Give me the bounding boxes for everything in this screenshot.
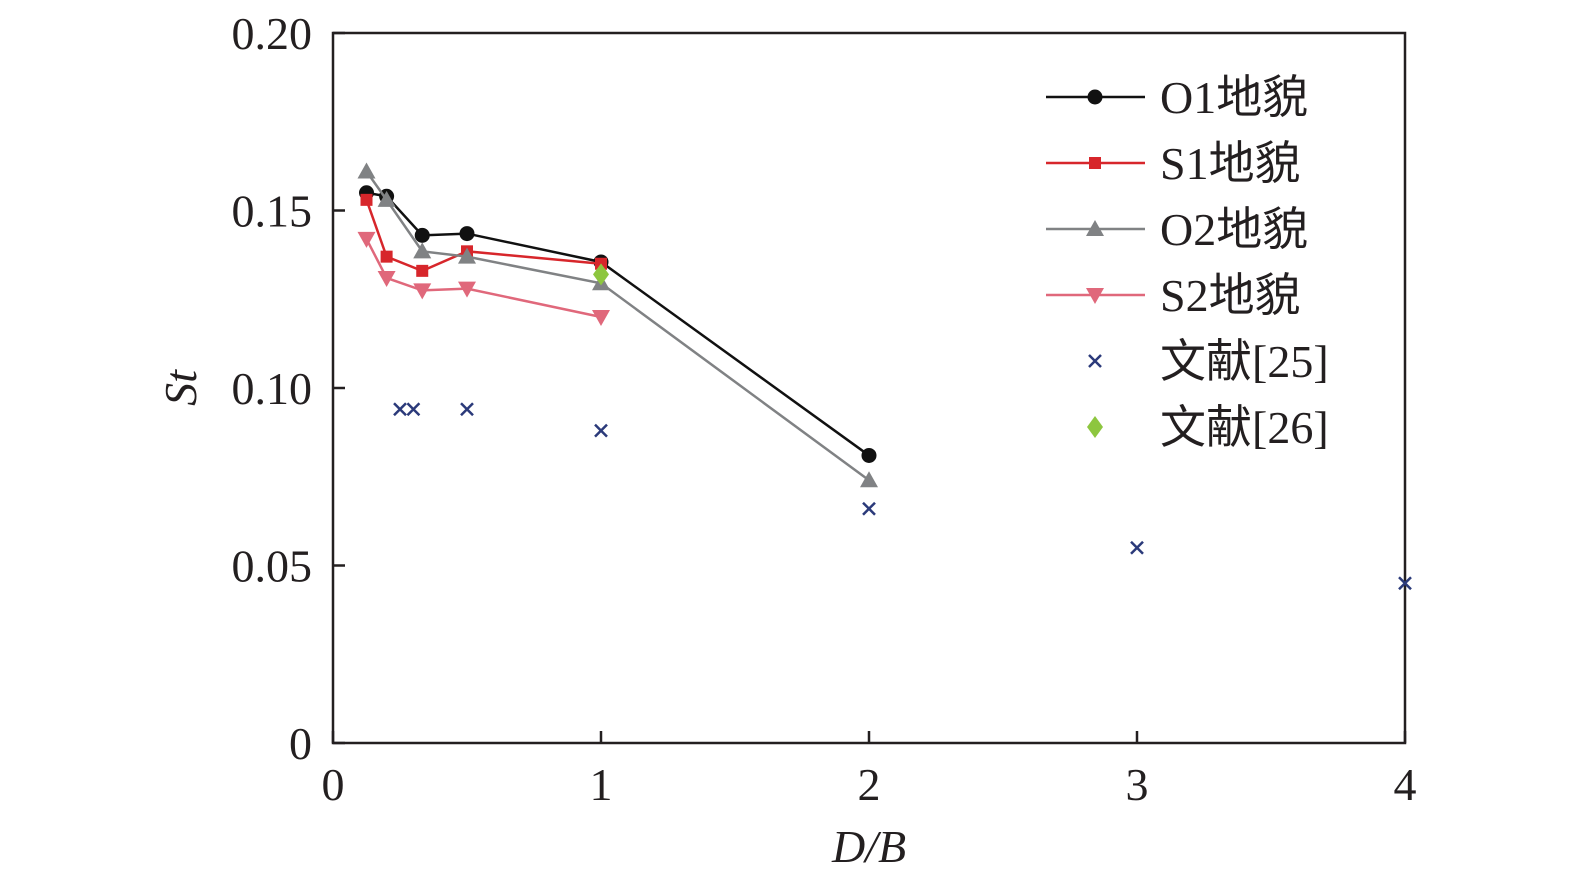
data-point: [1130, 540, 1144, 555]
x-axis-title: D/B: [831, 821, 906, 872]
legend-marker: [1087, 416, 1103, 438]
data-point: [594, 423, 608, 438]
series-6: [593, 263, 609, 286]
data-point: [460, 402, 474, 417]
legend-label: S2地貌: [1160, 270, 1301, 321]
series-layer: [357, 162, 1412, 591]
data-point: [377, 270, 396, 287]
legend-label: 文献[25]: [1160, 336, 1329, 387]
data-point: [413, 242, 432, 259]
series-3: [357, 162, 878, 488]
data-point: [458, 281, 476, 298]
data-point: [416, 264, 429, 277]
y-axis-title: St: [155, 369, 206, 406]
data-point: [413, 283, 432, 300]
legend-label: 文献[26]: [1160, 402, 1329, 453]
legend-marker: [1086, 288, 1104, 304]
axis-ticks: 0 1 2 3 4 0 0.05 0.10 0.15 0.20: [232, 8, 1417, 810]
y-tick-label: 0: [289, 718, 312, 769]
data-point: [861, 447, 877, 463]
legend-marker: [1089, 157, 1101, 169]
data-point: [357, 162, 376, 179]
series-line: [365, 238, 602, 319]
y-tick-label: 0.10: [232, 363, 313, 414]
legend-label: O1地貌: [1160, 72, 1308, 123]
x-tick-label: 1: [590, 759, 613, 810]
x-tick-label: 3: [1126, 759, 1149, 810]
data-point: [414, 227, 430, 243]
data-point: [862, 501, 876, 516]
data-point: [860, 471, 878, 488]
data-point: [1398, 576, 1412, 591]
data-point: [593, 263, 609, 286]
x-tick-label: 2: [858, 759, 881, 810]
data-point: [458, 247, 476, 264]
data-point: [377, 190, 396, 207]
series-5: [393, 402, 1412, 591]
legend-item: 文献[25]: [1088, 336, 1329, 387]
legend-item: O1地貌: [1046, 72, 1308, 123]
y-tick-label: 0.20: [232, 8, 313, 59]
legend-marker: [1088, 354, 1102, 368]
data-point: [360, 193, 373, 206]
data-point: [393, 402, 407, 417]
y-tick-label: 0.15: [232, 186, 313, 237]
x-tick-label: 0: [322, 759, 345, 810]
legend-label: O2地貌: [1160, 204, 1308, 255]
series-4: [357, 231, 610, 326]
legend-marker: [1086, 220, 1104, 236]
x-tick-label: 4: [1394, 759, 1417, 810]
legend-label: S1地貌: [1160, 138, 1301, 189]
data-point: [406, 402, 421, 417]
data-point: [459, 226, 475, 242]
series-2: [360, 193, 607, 277]
series-line: [365, 170, 870, 482]
legend-marker: [1087, 89, 1103, 105]
series-line: [366, 191, 870, 457]
series-1: [359, 185, 877, 463]
data-point: [357, 231, 376, 248]
legend-item: S2地貌: [1046, 270, 1301, 321]
legend-item: O2地貌: [1046, 204, 1308, 255]
legend-item: S1地貌: [1046, 138, 1301, 189]
y-tick-label: 0.05: [232, 541, 313, 592]
legend-item: 文献[26]: [1087, 402, 1329, 453]
data-point: [380, 250, 393, 263]
data-point: [592, 310, 610, 326]
